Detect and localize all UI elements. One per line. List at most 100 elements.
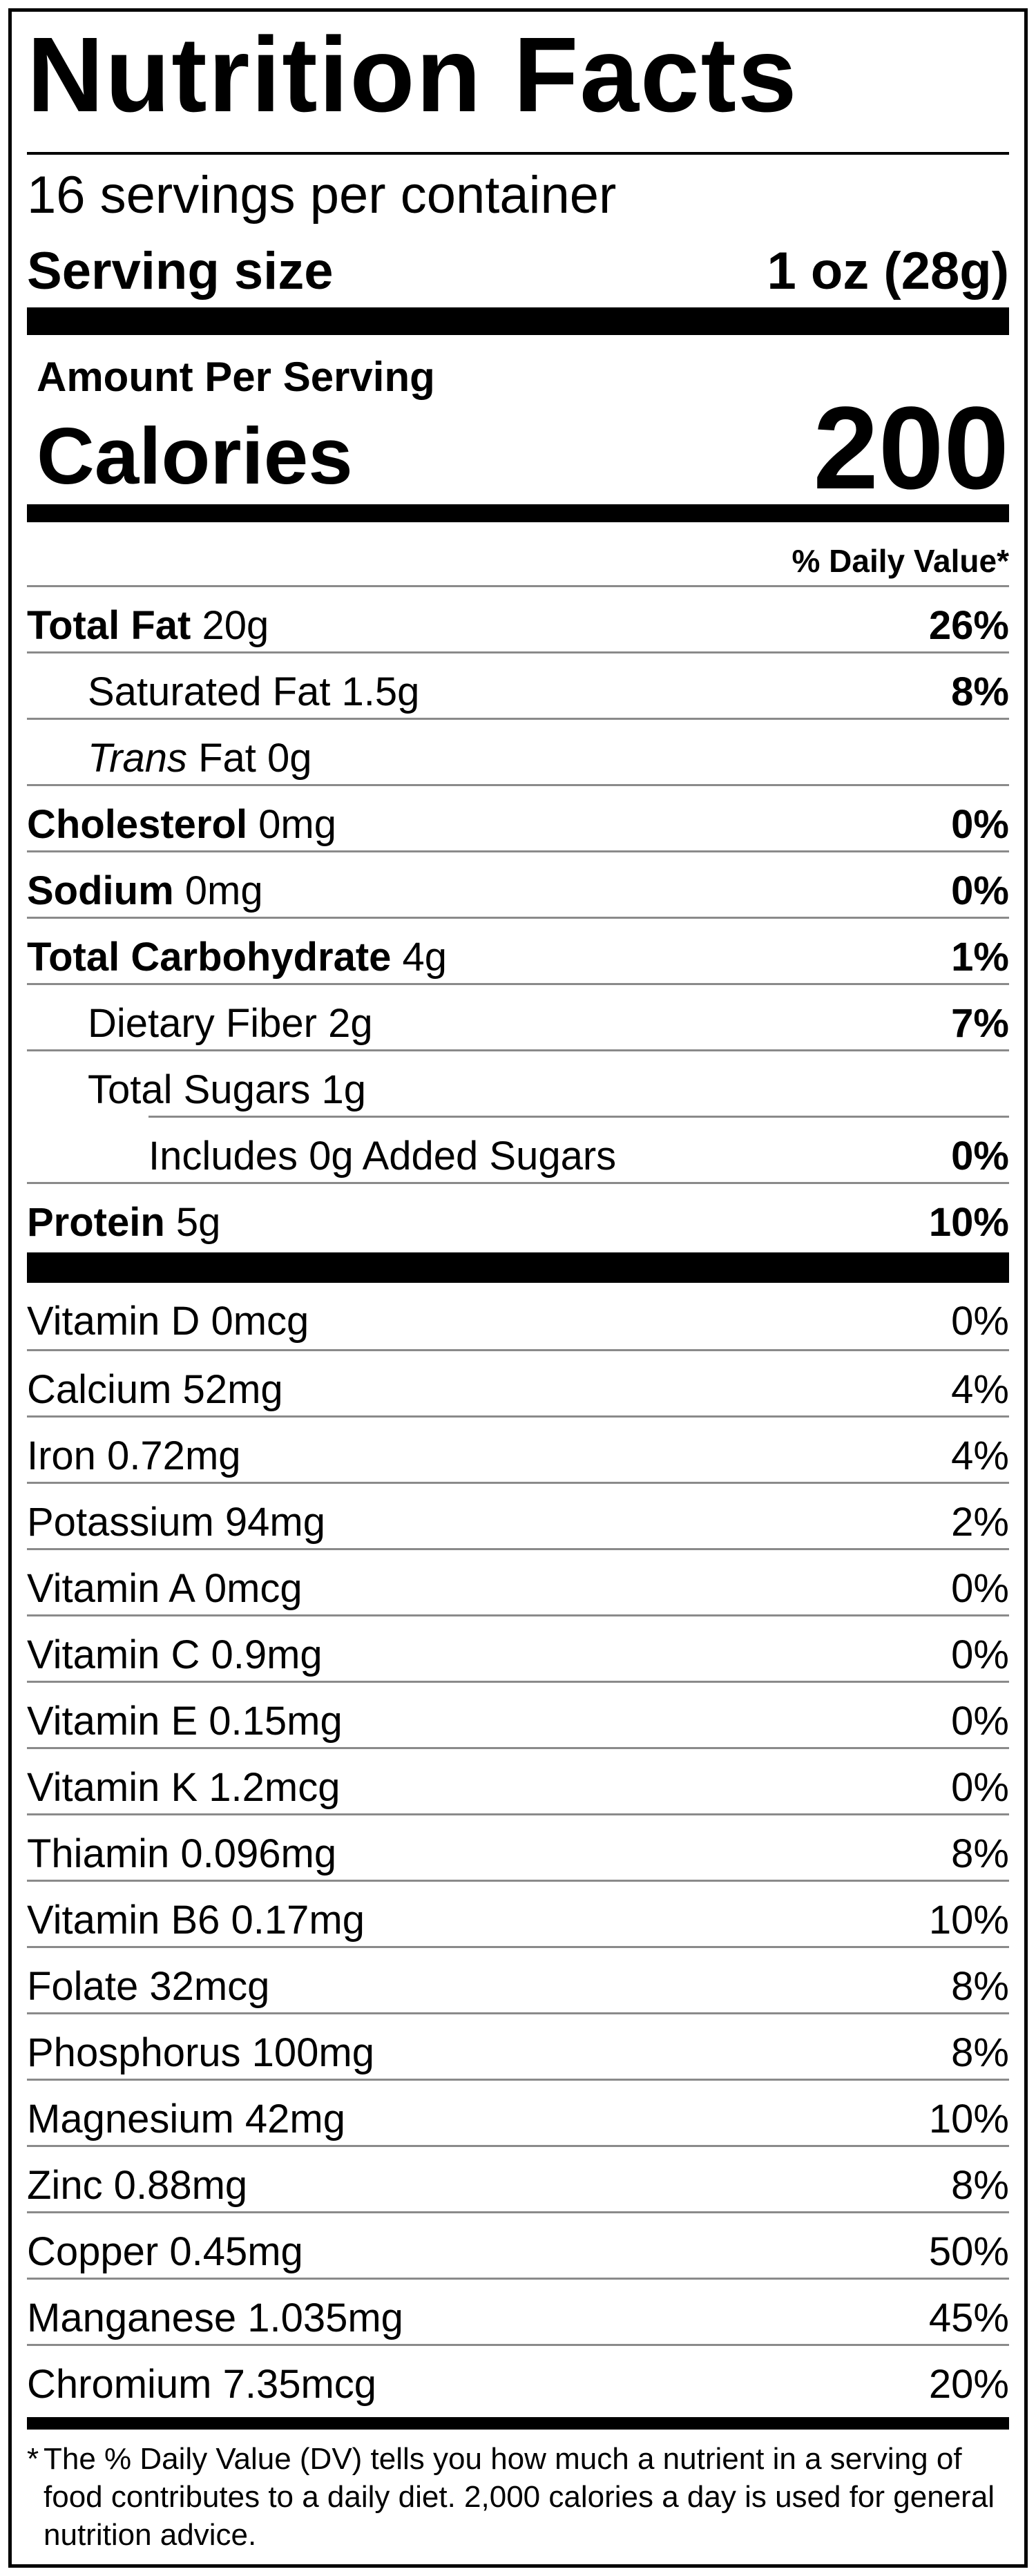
vitamin-row: Folate 32mcg 8% — [27, 1946, 1009, 2012]
nutrient-row-cholesterol: Cholesterol 0mg 0% — [27, 784, 1009, 850]
nutrient-label: Total Fat 20g — [27, 602, 269, 649]
serving-size-label: Serving size — [27, 242, 334, 300]
nutrient-row-total-carbohydrate: Total Carbohydrate 4g 1% — [27, 917, 1009, 983]
nutrient-name: Trans — [88, 736, 187, 781]
vitamin-row: Vitamin B6 0.17mg 10% — [27, 1880, 1009, 1946]
vitamin-label: Magnesium 42mg — [27, 2097, 345, 2141]
vitamin-label: Thiamin 0.096mg — [27, 1831, 337, 1876]
nutrient-amount: 2g — [316, 1001, 373, 1046]
nutrient-row-saturated-fat: Saturated Fat 1.5g 8% — [27, 651, 1009, 718]
vitamin-row: Vitamin K 1.2mcg 0% — [27, 1747, 1009, 1813]
vitamin-label: Vitamin E 0.15mg — [27, 1699, 343, 1744]
nutrient-row-protein: Protein 5g 10% — [27, 1182, 1009, 1248]
vitamin-dv: 0% — [951, 1699, 1009, 1744]
vitamin-row: Copper 0.45mg 50% — [27, 2211, 1009, 2278]
nutrient-amount: 5g — [164, 1200, 221, 1245]
vitamin-label: Vitamin C 0.9mg — [27, 1632, 323, 1677]
nutrient-dv: 0% — [951, 802, 1009, 847]
footnote-divider — [27, 2417, 1009, 2430]
label-title: Nutrition Facts — [27, 15, 798, 134]
nutrient-dv: 1% — [951, 935, 1009, 980]
nutrient-name: Saturated Fat — [88, 669, 331, 714]
nutrition-facts-label: Nutrition Facts 16 servings per containe… — [8, 8, 1028, 2568]
nutrient-amount: 1.5g — [330, 669, 420, 714]
vitamin-label: Vitamin B6 0.17mg — [27, 1898, 365, 1943]
vitamin-dv: 2% — [951, 1500, 1009, 1545]
vitamin-dv: 10% — [928, 2097, 1009, 2141]
vitamin-row: Iron 0.72mg 4% — [27, 1415, 1009, 1482]
nutrient-label: Cholesterol 0mg — [27, 801, 336, 848]
nutrient-row-total-sugars: Total Sugars 1g — [27, 1049, 1009, 1116]
vitamin-dv: 8% — [951, 1831, 1009, 1876]
nutrient-amount: 0mg — [173, 868, 263, 913]
daily-value-header: % Daily Value* — [792, 543, 1010, 579]
title-divider — [27, 152, 1009, 155]
calories-value: 200 — [813, 383, 1009, 514]
vitamin-label: Zinc 0.88mg — [27, 2163, 248, 2208]
nutrient-label: Protein 5g — [27, 1199, 220, 1246]
nutrient-label: Saturated Fat 1.5g — [88, 669, 419, 715]
footnote-star: * — [27, 2442, 39, 2476]
vitamin-label: Vitamin A 0mcg — [27, 1566, 303, 1611]
nutrient-amount: 4g — [391, 935, 448, 980]
vitamin-dv: 4% — [951, 1433, 1009, 1478]
nutrient-name: Sodium — [27, 868, 174, 913]
vitamin-dv: 0% — [951, 1299, 1009, 1344]
vitamin-row: Chromium 7.35mcg 20% — [27, 2344, 1009, 2410]
nutrient-name: Includes 0g Added Sugars — [148, 1134, 617, 1179]
vitamin-label: Vitamin D 0mcg — [27, 1299, 309, 1344]
nutrient-name: Total Sugars — [88, 1067, 311, 1112]
vitamin-label: Vitamin K 1.2mcg — [27, 1765, 340, 1810]
nutrient-name: Dietary Fiber — [88, 1001, 317, 1046]
nutrient-name: Total Fat — [27, 603, 191, 648]
vitamin-dv: 8% — [951, 1964, 1009, 2009]
nutrient-dv: 0% — [951, 1134, 1009, 1179]
vitamin-dv: 20% — [928, 2362, 1009, 2407]
vitamin-dv: 0% — [951, 1765, 1009, 1810]
vitamin-row: Magnesium 42mg 10% — [27, 2079, 1009, 2145]
vitamin-dv: 45% — [928, 2296, 1009, 2340]
nutrient-amount: 0mg — [247, 802, 337, 847]
nutrient-row-added-sugars: Includes 0g Added Sugars 0% — [148, 1116, 1009, 1182]
label-content: Nutrition Facts 16 servings per containe… — [27, 12, 1009, 2564]
nutrient-dv: 7% — [951, 1001, 1009, 1046]
nutrient-dv: 8% — [951, 669, 1009, 714]
vitamin-row: Thiamin 0.096mg 8% — [27, 1813, 1009, 1880]
calories-thick-divider — [27, 504, 1009, 522]
nutrient-dv: 0% — [951, 868, 1009, 913]
vitamin-label: Phosphorus 100mg — [27, 2030, 374, 2075]
nutrient-dv: 10% — [928, 1200, 1009, 1245]
vitamin-label: Calcium 52mg — [27, 1367, 283, 1412]
vitamin-row: Phosphorus 100mg 8% — [27, 2012, 1009, 2079]
nutrient-label: Sodium 0mg — [27, 868, 263, 914]
nutrient-row-trans-fat: Trans Fat 0g — [27, 718, 1009, 784]
vitamin-dv: 8% — [951, 2030, 1009, 2075]
nutrient-row-dietary-fiber: Dietary Fiber 2g 7% — [27, 983, 1009, 1049]
vitamin-label: Manganese 1.035mg — [27, 2296, 403, 2340]
vitamin-row: Vitamin D 0mcg 0% — [27, 1283, 1009, 1349]
vitamin-dv: 0% — [951, 1632, 1009, 1677]
nutrient-label: Trans Fat 0g — [88, 735, 312, 781]
vitamin-row: Vitamin A 0mcg 0% — [27, 1548, 1009, 1614]
vitamin-dv: 4% — [951, 1367, 1009, 1412]
vitamin-dv: 8% — [951, 2163, 1009, 2208]
protein-thick-divider — [27, 1252, 1009, 1283]
nutrient-row-total-fat: Total Fat 20g 26% — [27, 585, 1009, 651]
nutrient-name: Protein — [27, 1200, 165, 1245]
vitamin-row: Manganese 1.035mg 45% — [27, 2278, 1009, 2344]
servings-per-container: 16 servings per container — [27, 166, 617, 225]
vitamin-label: Potassium 94mg — [27, 1500, 325, 1545]
nutrient-row-sodium: Sodium 0mg 0% — [27, 850, 1009, 917]
footnote: * The % Daily Value (DV) tells you how m… — [27, 2440, 1009, 2554]
vitamin-label: Iron 0.72mg — [27, 1433, 241, 1478]
calories-label: Calories — [37, 411, 353, 501]
nutrient-label: Total Carbohydrate 4g — [27, 934, 447, 980]
vitamin-row: Vitamin C 0.9mg 0% — [27, 1614, 1009, 1681]
nutrient-amount: Fat 0g — [186, 736, 312, 781]
vitamin-row: Calcium 52mg 4% — [27, 1349, 1009, 1415]
nutrient-amount: 20g — [191, 603, 269, 648]
nutrient-label: Dietary Fiber 2g — [88, 1000, 373, 1047]
nutrient-amount: 1g — [310, 1067, 367, 1112]
vitamin-label: Folate 32mcg — [27, 1964, 270, 2009]
vitamin-row: Potassium 94mg 2% — [27, 1482, 1009, 1548]
